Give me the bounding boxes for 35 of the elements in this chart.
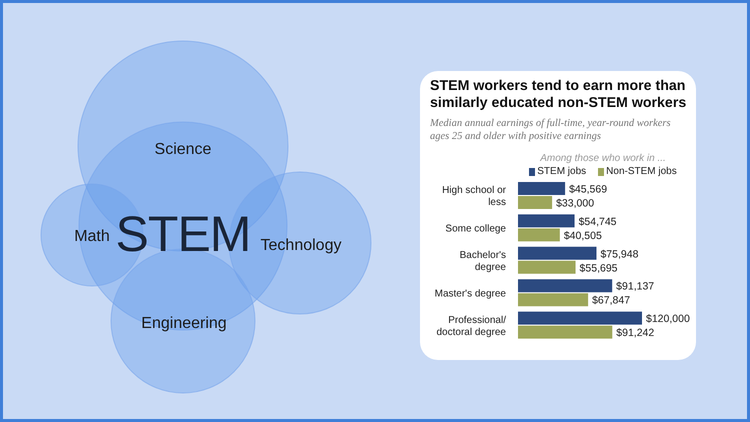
data-label: $75,948 <box>600 248 639 260</box>
bar <box>518 312 642 325</box>
data-label: $67,847 <box>592 294 630 307</box>
data-label: $120,000 <box>646 313 690 326</box>
y-tick-label: Some college <box>445 224 506 235</box>
bar <box>518 279 612 292</box>
text: STEM <box>116 206 250 262</box>
text: Science <box>154 141 212 158</box>
bar <box>518 246 596 260</box>
bar <box>518 214 575 228</box>
chart-subtitle: Median annual earnings of full-time, year-round workers ages 25 and older with positive earnings <box>430 117 672 143</box>
text: Technology <box>260 237 342 254</box>
data-label: $91,242 <box>616 327 654 340</box>
data-label: $54,745 <box>578 216 617 228</box>
data-label: $55,695 <box>580 262 618 274</box>
y-tick-label: Professional/ doctoral degree <box>436 314 506 338</box>
bar <box>518 260 576 274</box>
y-tick-label: Master's degree <box>434 288 506 300</box>
data-label: $33,000 <box>556 198 594 210</box>
bar <box>518 293 588 306</box>
data-label: $40,505 <box>564 230 602 242</box>
bar <box>518 326 612 339</box>
data-label: $45,569 <box>569 184 608 196</box>
chart-title: STEM workers tend to earn more than similarly educated non-STEM workers <box>430 78 688 112</box>
legend-label: Non-STEM jobs <box>605 166 677 177</box>
text: Math <box>74 228 110 245</box>
legend-title: Among those who work in ... <box>538 153 667 164</box>
legend-label: STEM jobs <box>536 166 586 177</box>
bar <box>518 228 560 242</box>
y-tick-label: High school or less <box>442 185 507 208</box>
text: Engineering <box>141 315 227 332</box>
data-label: $91,137 <box>616 280 654 293</box>
y-tick-label: Bachelor's degree <box>460 250 506 273</box>
bar <box>518 196 552 209</box>
bar <box>518 182 566 195</box>
